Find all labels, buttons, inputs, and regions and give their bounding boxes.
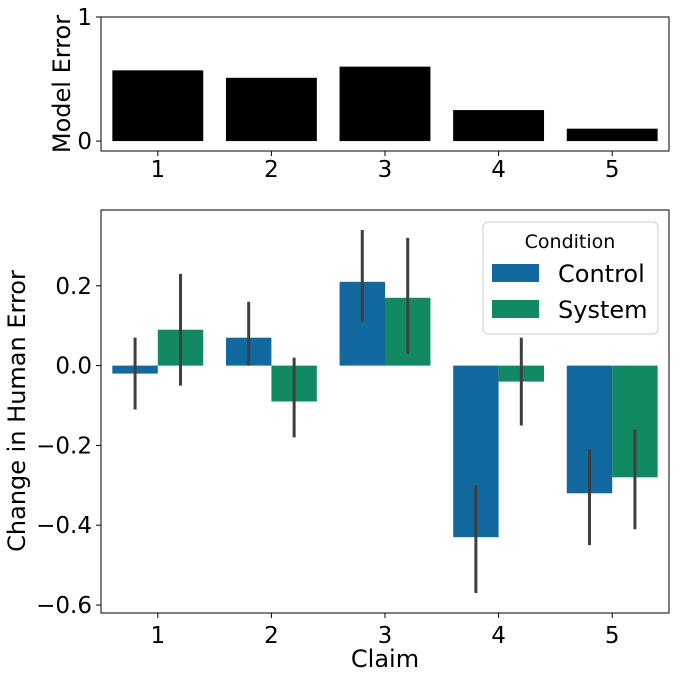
model-error-bar-1 bbox=[112, 70, 204, 142]
model-error-x-tick-label: 4 bbox=[491, 157, 506, 183]
model-error-x-tick-label: 5 bbox=[605, 157, 620, 183]
human-error-y-axis-label: Change in Human Error bbox=[3, 270, 31, 552]
model-error-x-ticks: 1 2 3 4 5 bbox=[150, 151, 620, 183]
legend-title: Condition bbox=[525, 231, 616, 253]
model-error-bar-3 bbox=[339, 66, 431, 142]
model-error-bar-2 bbox=[225, 77, 317, 142]
model-error-x-tick-label: 3 bbox=[378, 157, 393, 183]
model-error-bar-4 bbox=[453, 110, 545, 142]
legend-swatch-control bbox=[492, 264, 539, 282]
legend-swatch-system bbox=[492, 300, 539, 318]
human-error-y-tick-label: 0.0 bbox=[55, 354, 92, 380]
model-error-x-tick-label: 1 bbox=[150, 157, 165, 183]
model-error-y-axis-label: Model Error bbox=[48, 15, 76, 153]
model-error-y-tick-label: 1 bbox=[77, 5, 92, 31]
human-error-y-tick-label: −0.6 bbox=[36, 593, 92, 619]
human-error-error-bars bbox=[133, 229, 637, 594]
human-error-x-axis-label: Claim bbox=[351, 645, 419, 673]
legend-label-control: Control bbox=[558, 260, 645, 288]
legend: Condition Control System bbox=[482, 221, 659, 335]
human-error-x-tick-label: 2 bbox=[264, 623, 279, 649]
human-error-x-tick-label: 5 bbox=[605, 623, 620, 649]
model-error-bar-5 bbox=[566, 128, 658, 142]
human-error-y-ticks: −0.6 −0.4 −0.2 0.0 0.2 bbox=[36, 274, 101, 619]
human-error-x-ticks: 1 2 3 4 5 bbox=[150, 613, 620, 649]
human-error-x-tick-label: 3 bbox=[378, 623, 393, 649]
model-error-y-tick-label: 0 bbox=[77, 129, 92, 155]
human-error-y-tick-label: 0.2 bbox=[55, 274, 92, 300]
human-error-x-tick-label: 1 bbox=[150, 623, 165, 649]
human-error-x-tick-label: 4 bbox=[491, 623, 506, 649]
legend-label-system: System bbox=[558, 296, 648, 324]
human-error-chart: −0.6 −0.4 −0.2 0.0 0.2 1 2 3 4 5 Change in Human… bbox=[3, 209, 670, 673]
model-error-bars bbox=[112, 66, 658, 142]
model-error-x-tick-label: 2 bbox=[264, 157, 279, 183]
human-error-y-tick-label: −0.2 bbox=[36, 433, 92, 459]
human-error-y-tick-label: −0.4 bbox=[36, 513, 92, 539]
model-error-y-ticks: 01 bbox=[77, 5, 101, 155]
